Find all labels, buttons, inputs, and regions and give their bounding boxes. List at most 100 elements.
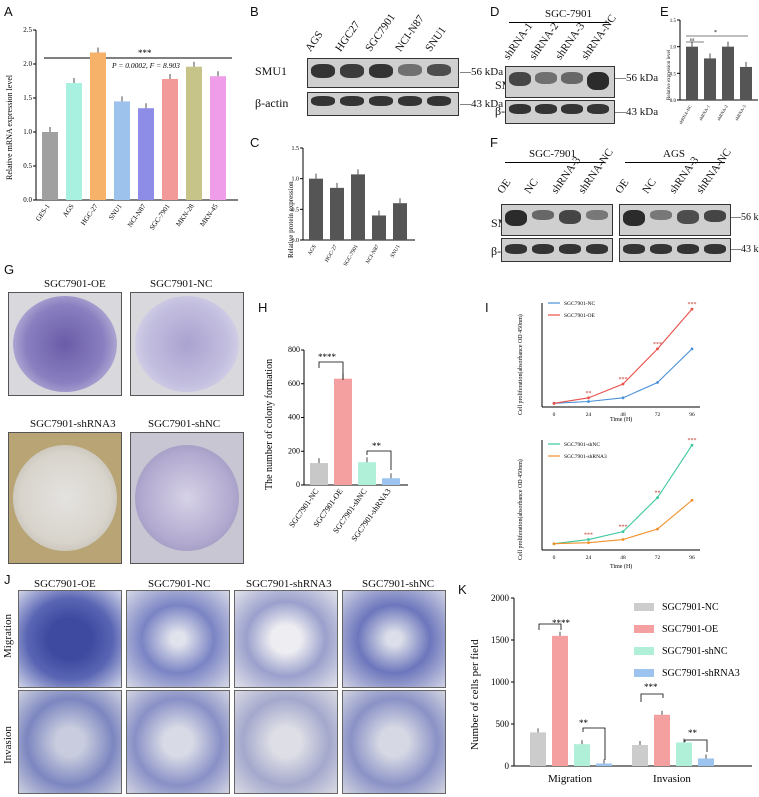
panel-d-kda2: —43 kDa xyxy=(615,106,659,118)
b-band xyxy=(340,64,364,78)
panel-f-band xyxy=(623,244,645,254)
panel-e-bar xyxy=(722,46,734,100)
panel-c-category-label: SNU1 xyxy=(390,244,402,259)
panel-e-ytick-label: 0.0 xyxy=(670,99,677,104)
ib-point xyxy=(621,530,625,534)
panel-a-category-label: NCI-N87 xyxy=(126,202,148,229)
it-xtick-label: 96 xyxy=(689,412,695,418)
panel-a-bar xyxy=(90,52,106,200)
panel-c-ytick-label: 0.5 xyxy=(292,207,300,213)
it-point xyxy=(690,307,694,311)
panel-h-bar xyxy=(310,463,328,485)
panel-j-col-oe: SGC7901-OE xyxy=(34,578,96,590)
panel-k-legend-label: SGC7901-OE xyxy=(662,624,718,635)
panel-a-ytick-label: 1.5 xyxy=(23,94,32,102)
panel-h-ytick-label: 400 xyxy=(288,413,300,422)
panel-f-cell2: AGS xyxy=(663,148,686,160)
panel-h-chart: The number of colony formation 0 200 400 60… xyxy=(264,345,408,543)
panel-k-bar xyxy=(574,744,590,766)
ib-xtick-label: 96 xyxy=(689,555,695,561)
it-xtick-label: 0 xyxy=(553,412,556,418)
it-point xyxy=(690,347,694,351)
d-band xyxy=(509,72,531,86)
ib-sig: ** xyxy=(655,491,661,497)
panel-f-lane-label: OE xyxy=(613,177,632,196)
panel-e-category-label: shRNA-2 xyxy=(716,104,729,121)
panel-f-band xyxy=(505,210,527,226)
panel-f-kda1: —56 kDa xyxy=(731,212,759,223)
panel-label-i: I xyxy=(485,300,489,315)
panel-g-label-oe: SGC7901-OE xyxy=(44,278,106,290)
d-band xyxy=(535,104,557,114)
panel-k-bar xyxy=(698,758,714,766)
panel-b-row2: β-actin xyxy=(255,96,289,110)
panel-k-ytick-label: 500 xyxy=(496,719,510,729)
panel-h-ytick-label: 600 xyxy=(288,379,300,388)
panel-g-label-nc: SGC7901-NC xyxy=(150,278,213,290)
panel-f-lane-label: shRNA-NC xyxy=(576,146,616,196)
panel-d-kda1: —56 kDa xyxy=(615,72,659,84)
micrograph-migration-oe xyxy=(18,590,122,688)
panel-j-col-shnc: SGC7901-shNC xyxy=(362,578,435,590)
d-band xyxy=(535,72,557,84)
panel-e-ytick-label: 1.5 xyxy=(670,19,677,24)
ib-point xyxy=(552,542,556,546)
panel-f-band xyxy=(532,244,554,254)
panel-f-band xyxy=(559,210,581,224)
panel-a-ytick-label: 0.5 xyxy=(23,162,32,170)
micrograph-invasion-shrna3 xyxy=(234,690,338,794)
panel-label-a: A xyxy=(4,4,13,19)
panel-f-band xyxy=(623,210,645,226)
panel-k-legend-swatch xyxy=(634,647,654,655)
it-point xyxy=(656,347,659,351)
panel-f-band xyxy=(704,210,726,222)
panel-c-chart: Relative protein expression 0.0 0.5 1.0 1.5… xyxy=(287,146,415,267)
panel-a-ylabel: Relative mRNA expression level xyxy=(5,74,14,180)
panel-k-legend-label: SGC7901-shNC xyxy=(662,646,728,657)
panel-f-band xyxy=(677,210,699,224)
it-legend-label: SGC7901-OE xyxy=(564,313,596,319)
panel-c-bar xyxy=(393,203,407,240)
panel-c-bar xyxy=(372,215,386,240)
panel-e-ytick-label: 1.0 xyxy=(670,46,677,51)
panel-label-k: K xyxy=(458,582,467,597)
micrograph-migration-shnc xyxy=(342,590,446,688)
panel-a-ytick-label: 2.5 xyxy=(23,26,32,34)
panel-f-band xyxy=(532,210,554,220)
panel-a-bar xyxy=(42,132,58,200)
it-point xyxy=(621,382,625,386)
ib-sig: *** xyxy=(619,525,628,531)
ib-point xyxy=(656,496,659,500)
panel-e-sig: * xyxy=(714,30,717,36)
panel-f-blot: SGC-7901 AGS OE NC shRNA-3 shRNA-NC OE NC shRN… xyxy=(491,146,759,263)
b-band xyxy=(398,96,422,106)
panel-a-category-label: MKN-28 xyxy=(174,202,196,228)
panel-k-bar xyxy=(632,745,648,766)
panel-k-legend-label: SGC7901-shRNA3 xyxy=(662,668,740,679)
panel-e-category-label: shRNA-3 xyxy=(734,103,747,121)
panel-k-category-label: Migration xyxy=(548,773,592,785)
panel-k-bar xyxy=(654,714,670,766)
panel-c-bar xyxy=(330,187,344,240)
panel-k-sig: ** xyxy=(579,718,589,728)
ib-point xyxy=(690,498,694,502)
b-band xyxy=(311,64,335,78)
panel-i-bottom-chart: Cell proliferation(absorbance OD 450nm) … xyxy=(517,438,700,570)
panel-g-plates: SGC7901-OE SGC7901-NC SGC7901-shRNA3 SGC… xyxy=(8,278,248,568)
d-band xyxy=(587,72,609,90)
panel-j-row-migration: Migration xyxy=(2,614,14,658)
ib-legend-label: SGC7901-shNC xyxy=(564,442,600,448)
panel-a-category-label: SNU1 xyxy=(107,202,124,221)
micrograph-invasion-nc xyxy=(126,690,230,794)
ib-xtick-label: 72 xyxy=(655,555,661,561)
panel-c-ytick-label: 1.5 xyxy=(292,146,300,152)
panel-a-bar xyxy=(138,108,154,200)
panel-a-bar xyxy=(186,66,202,200)
d-band xyxy=(587,104,609,114)
d-band xyxy=(561,104,583,114)
panel-label-h: H xyxy=(258,300,268,315)
it-legend-label: SGC7901-NC xyxy=(564,301,596,307)
panel-k-sig: *** xyxy=(644,682,658,692)
ib-series-line xyxy=(553,499,693,545)
panel-label-b: B xyxy=(250,4,259,19)
